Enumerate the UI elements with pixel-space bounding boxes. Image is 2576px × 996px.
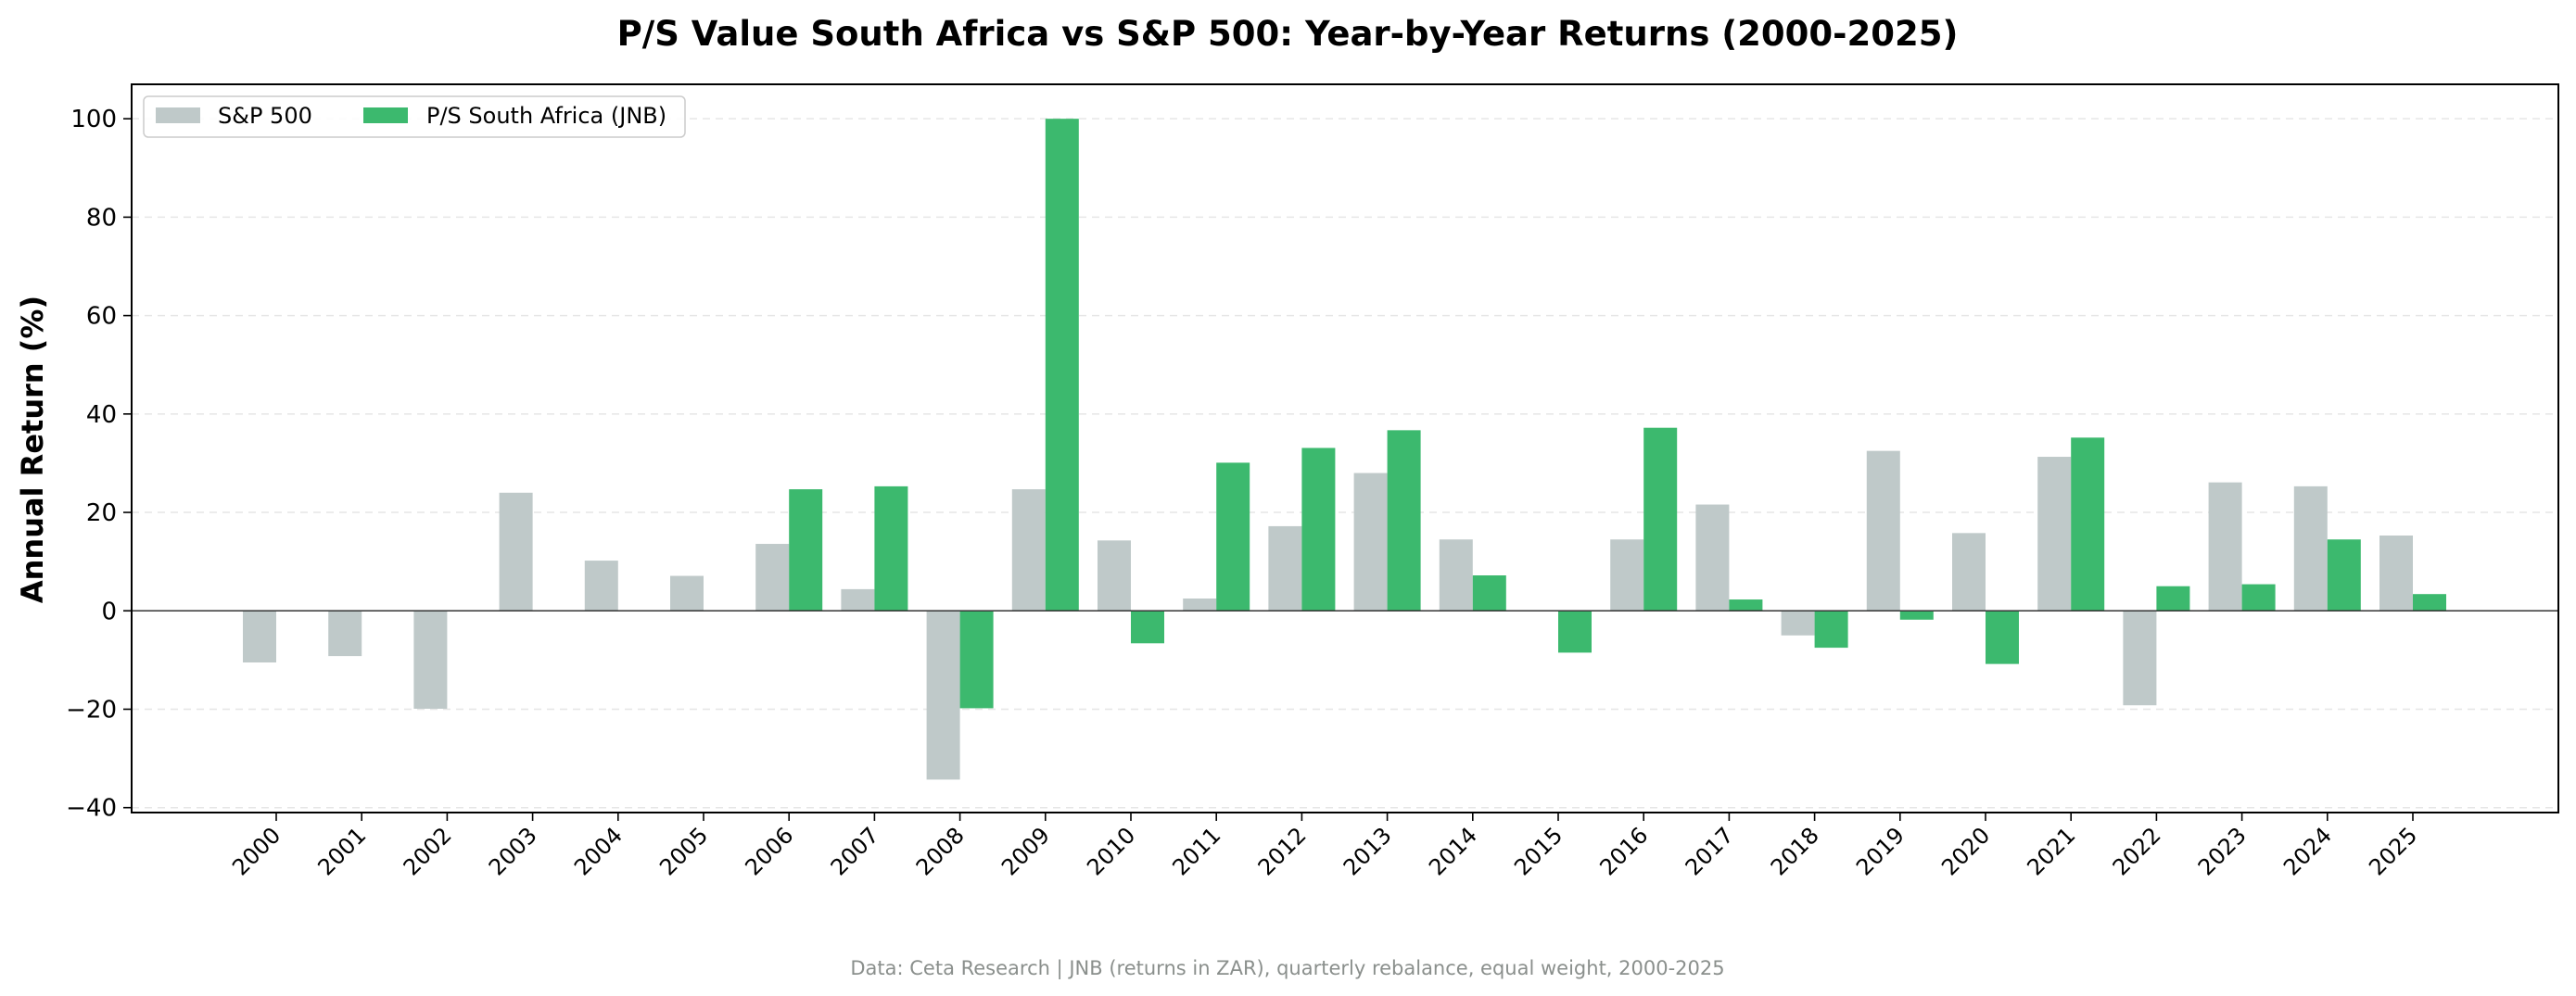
bar-ps-south-africa (2241, 584, 2276, 611)
y-axis-label: Annual Return (%) (15, 296, 50, 603)
bar-ps-south-africa (2156, 586, 2190, 611)
bar-sp500 (2123, 611, 2157, 706)
x-tick-label: 2019 (1851, 822, 1910, 880)
bar-ps-south-africa (874, 485, 908, 611)
bar-sp500 (1610, 539, 1644, 611)
bar-sp500 (1268, 525, 1302, 611)
x-tick-label: 2003 (484, 822, 542, 880)
bar-sp500 (755, 544, 790, 611)
x-tick-label: 2009 (996, 822, 1055, 880)
x-axis: 2000 2001 2002 2003 2004 2005 2006 2007 2008 2009… (227, 813, 2422, 880)
bar-sp500 (1183, 598, 1217, 611)
x-tick-label: 2014 (1424, 822, 1482, 880)
bar-ps-south-africa (1558, 611, 1592, 653)
bar-ps-south-africa (789, 489, 823, 611)
bar-sp500 (2208, 482, 2242, 611)
bar-ps-south-africa (1216, 462, 1250, 611)
y-tick-label: 60 (86, 303, 117, 331)
x-tick-label: 2017 (1681, 822, 1739, 880)
gridlines (132, 118, 2558, 809)
footer-source-note: Data: Ceta Research | JNB (returns in ZA… (850, 957, 1724, 980)
bar-ps-south-africa (959, 611, 994, 709)
bar-sp500 (328, 611, 362, 657)
y-tick-label: −20 (66, 696, 117, 724)
bar-ps-south-africa (1986, 611, 2019, 664)
y-tick-label: 100 (70, 106, 117, 133)
x-tick-label: 2016 (1594, 822, 1653, 880)
y-tick-label: −40 (66, 795, 117, 823)
x-tick-label: 2001 (312, 822, 371, 880)
x-tick-label: 2018 (1766, 822, 1824, 880)
bar-ps-south-africa (1131, 611, 1164, 644)
x-tick-label: 2012 (1253, 822, 1312, 880)
x-tick-label: 2005 (654, 822, 713, 880)
x-tick-label: 2025 (2364, 822, 2422, 880)
bar-sp500 (1695, 504, 1730, 611)
bar-ps-south-africa (1899, 611, 1934, 620)
x-tick-label: 2015 (1509, 822, 1567, 880)
bar-sp500 (1952, 533, 1986, 611)
x-tick-label: 2021 (2022, 822, 2080, 880)
x-tick-label: 2000 (227, 822, 286, 880)
bar-sp500 (584, 561, 618, 611)
bar-sp500 (2037, 457, 2072, 611)
bar-sp500 (1353, 473, 1388, 611)
x-tick-label: 2007 (826, 822, 884, 880)
y-tick-label: 80 (86, 204, 117, 232)
x-tick-label: 2020 (1936, 822, 1995, 880)
x-tick-label: 2008 (911, 822, 970, 880)
plot-area (131, 83, 2559, 813)
legend-frame (143, 95, 686, 138)
x-tick-label: 2006 (740, 822, 798, 880)
legend: S&P 500 P/S South Africa (JNB) (143, 95, 686, 138)
bar-sp500 (499, 492, 533, 611)
x-tick-label: 2022 (2108, 822, 2166, 880)
x-tick-label: 2010 (1082, 822, 1140, 880)
bars (243, 119, 2446, 780)
bar-ps-south-africa (1472, 575, 1506, 611)
legend-swatch-sp500 (156, 107, 200, 123)
bar-sp500 (1866, 450, 1900, 611)
x-tick-label: 2023 (2193, 822, 2252, 880)
bar-ps-south-africa (2327, 539, 2361, 611)
legend-label-sp500: S&P 500 (218, 103, 312, 129)
y-tick-label: 0 (101, 598, 117, 625)
bar-sp500 (1011, 489, 1046, 611)
bar-ps-south-africa (1643, 427, 1678, 611)
bar-ps-south-africa (1301, 448, 1336, 611)
bar-sp500 (2293, 485, 2328, 611)
legend-label-ps-south-africa: P/S South Africa (JNB) (426, 103, 666, 129)
bar-sp500 (1098, 540, 1131, 611)
bar-sp500 (670, 575, 704, 611)
bar-sp500 (243, 611, 276, 663)
bar-ps-south-africa (1729, 599, 1763, 611)
bar-sp500 (1781, 611, 1815, 636)
bar-ps-south-africa (1045, 119, 1079, 611)
y-tick-label: 40 (86, 401, 117, 429)
bar-ps-south-africa (2413, 594, 2446, 611)
chart-title: P/S Value South Africa vs S&P 500: Year-… (617, 14, 1959, 54)
bar-ps-south-africa (2071, 437, 2105, 611)
x-tick-label: 2024 (2278, 822, 2337, 880)
x-tick-label: 2002 (399, 822, 457, 880)
bar-sp500 (926, 611, 960, 780)
bar-sp500 (841, 588, 875, 611)
x-tick-label: 2011 (1167, 822, 1225, 880)
x-tick-label: 2004 (569, 822, 628, 880)
legend-swatch-ps-south-africa (363, 107, 408, 123)
bar-sp500 (413, 611, 448, 709)
y-tick-label: 20 (86, 499, 117, 527)
bar-ps-south-africa (1814, 611, 1848, 649)
x-tick-label: 2013 (1339, 822, 1397, 880)
y-axis: −40 −20 0 20 40 60 80 100 (66, 106, 132, 823)
bar-ps-south-africa (1387, 430, 1421, 611)
bar-sp500 (2379, 536, 2413, 611)
bar-sp500 (1439, 539, 1473, 611)
